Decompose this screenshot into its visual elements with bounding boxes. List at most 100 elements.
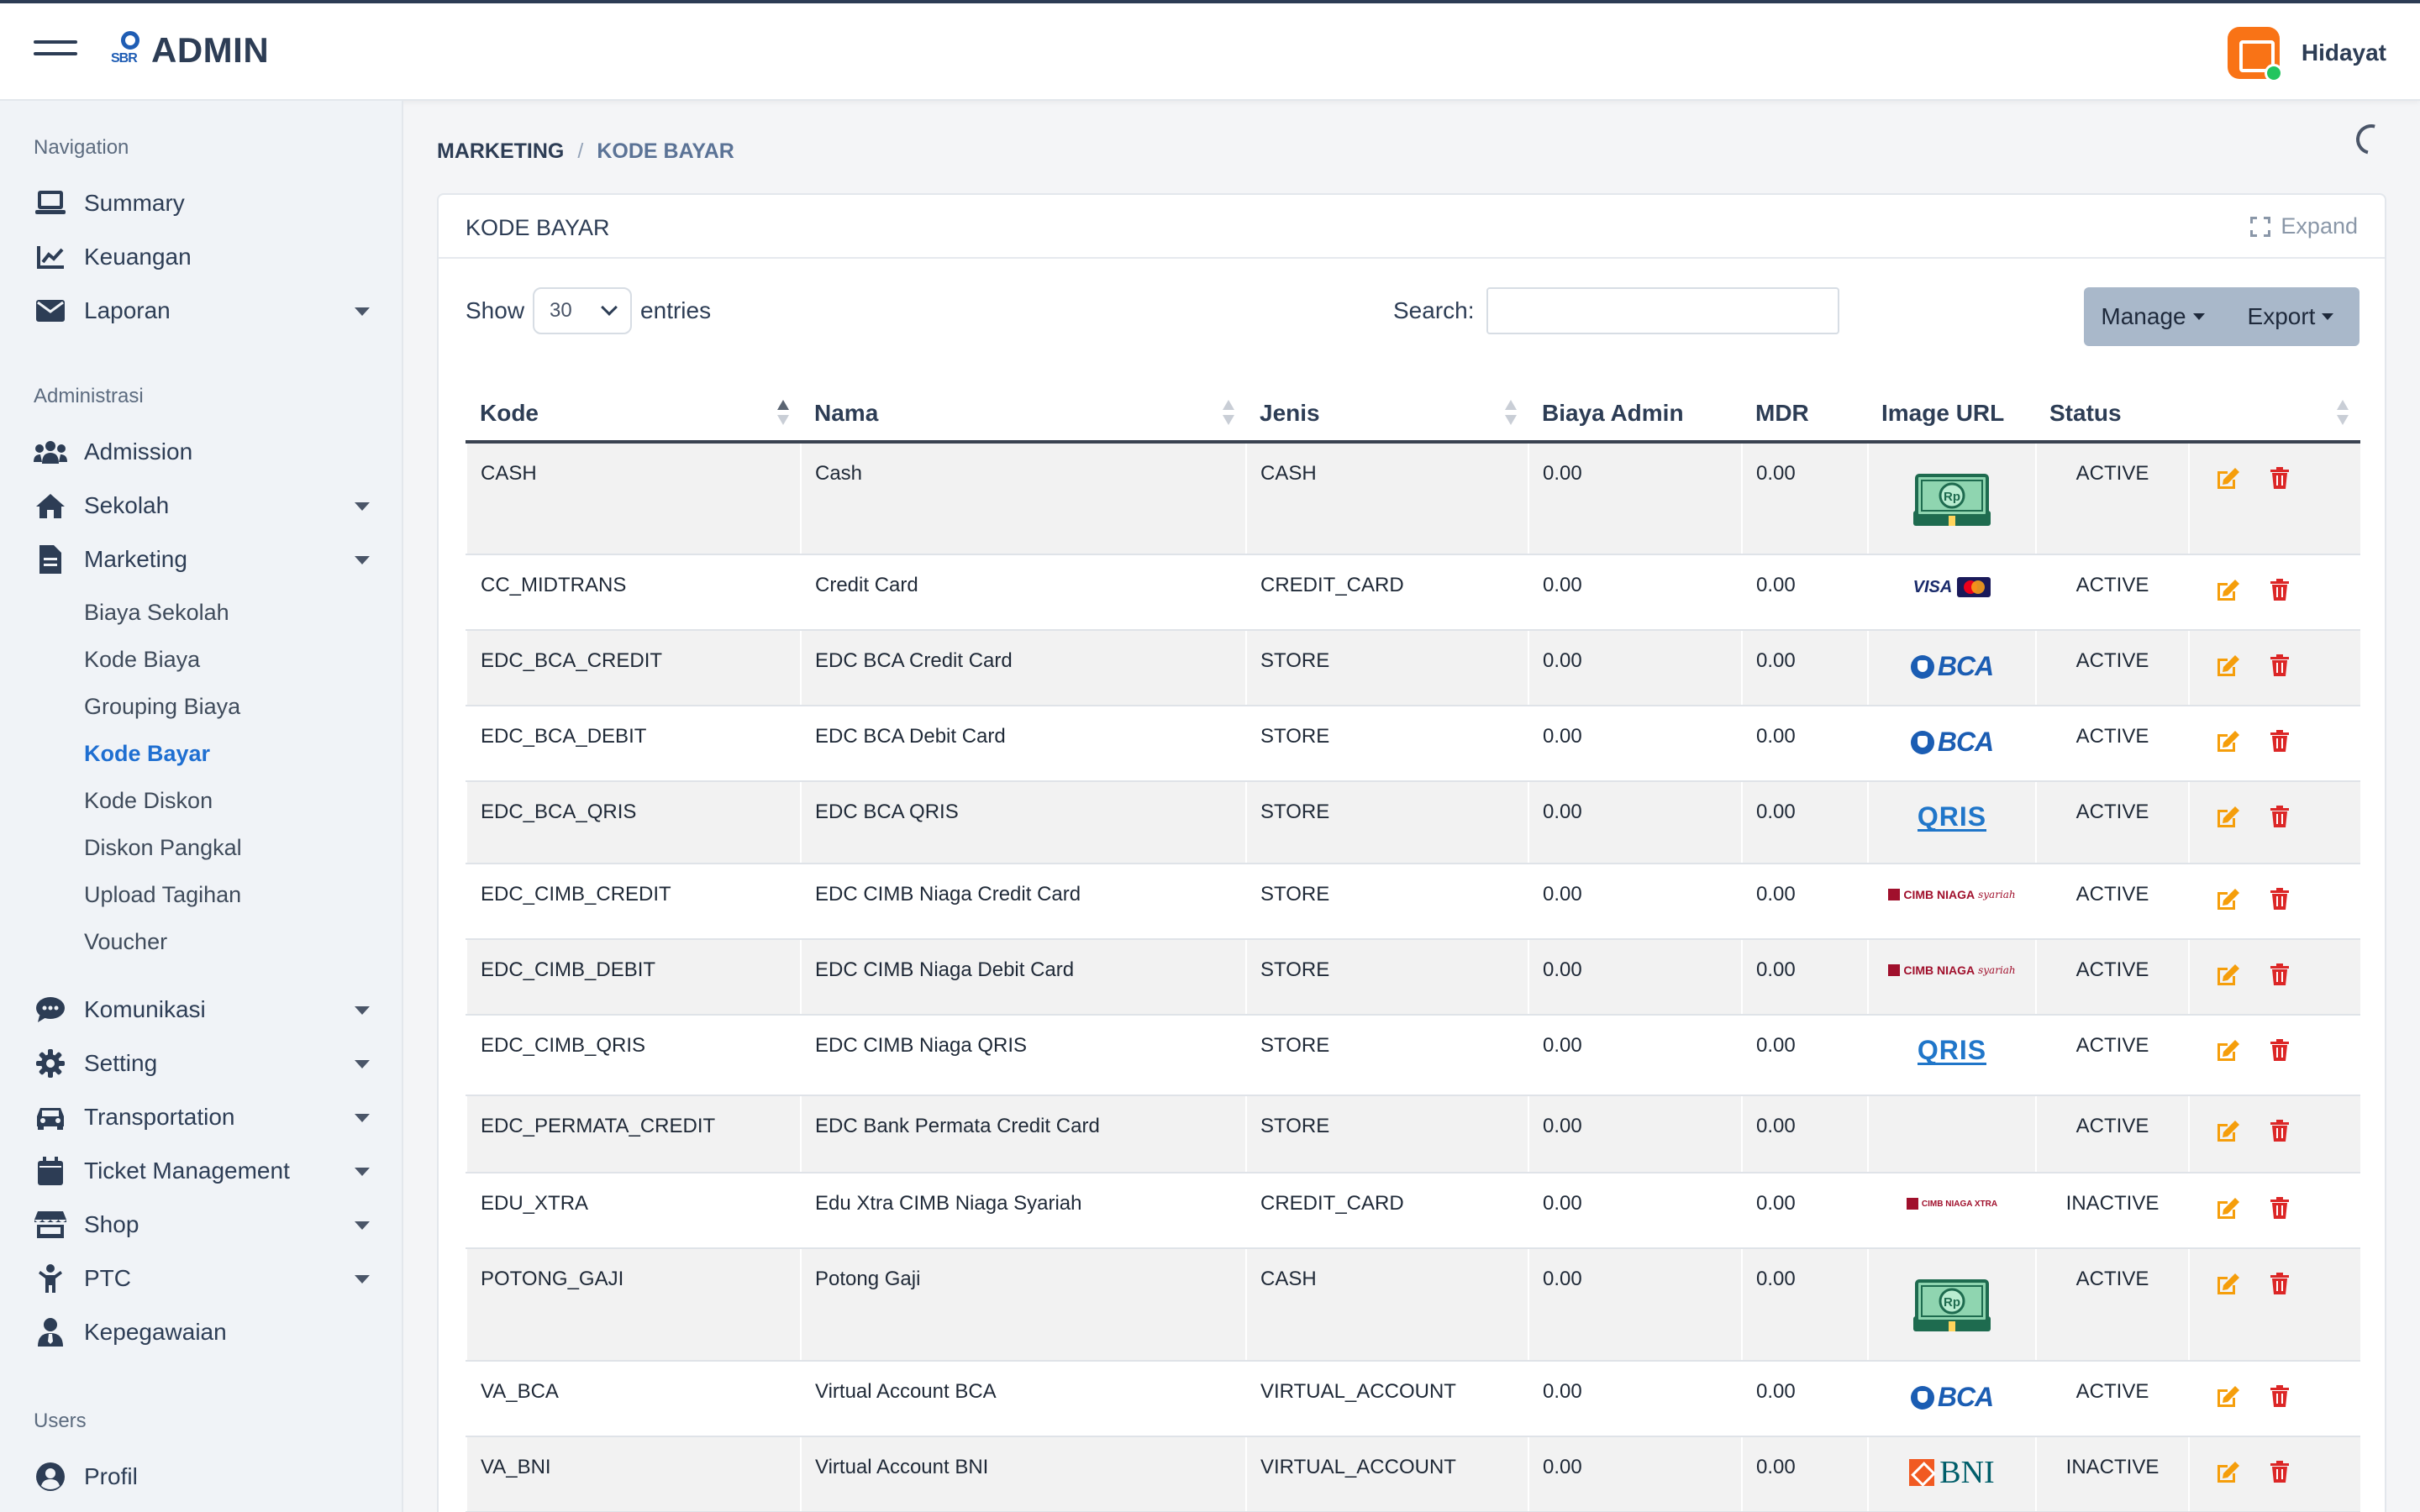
- column-header-nama[interactable]: Nama: [801, 386, 1246, 444]
- chevron-down-icon: [601, 299, 618, 316]
- delete-icon[interactable]: [2270, 1197, 2289, 1219]
- sidebar-subitem-grouping-biaya[interactable]: Grouping Biaya: [84, 694, 241, 719]
- cell-actions: [2188, 706, 2360, 782]
- table-row: VA_BNI Virtual Account BNI VIRTUAL_ACCOUNT…: [466, 1436, 2360, 1512]
- cell-kode: CASH: [466, 442, 801, 555]
- cell-kode: EDU_XTRA: [466, 1173, 801, 1249]
- delete-icon[interactable]: [2270, 1273, 2289, 1294]
- svg-text:Rp: Rp: [1944, 490, 1960, 504]
- sidebar-item-profil[interactable]: Profil: [34, 1457, 370, 1497]
- sidebar-item-admission[interactable]: Admission: [34, 432, 370, 472]
- search-control: Search:: [1393, 287, 1839, 334]
- sidebar-subitem-diskon-pangkal[interactable]: Diskon Pangkal: [84, 835, 242, 860]
- sidebar-subitem-kode-biaya[interactable]: Kode Biaya: [84, 647, 201, 672]
- column-header-jenis[interactable]: Jenis: [1246, 386, 1528, 444]
- delete-icon[interactable]: [2270, 1461, 2289, 1483]
- chevron-down-icon: [355, 1114, 370, 1122]
- delete-icon[interactable]: [2270, 1120, 2289, 1142]
- chevron-down-icon: [355, 1275, 370, 1284]
- app-logo[interactable]: SBR ADMIN: [111, 30, 269, 71]
- cell-mdr: 0.00: [1741, 1436, 1868, 1512]
- loading-spinner-icon: [2350, 118, 2392, 160]
- delete-icon[interactable]: [2270, 963, 2289, 985]
- calendar-icon: [34, 1154, 67, 1188]
- sidebar-item-summary[interactable]: Summary: [34, 183, 370, 223]
- manage-button[interactable]: Manage: [2084, 287, 2222, 346]
- edit-icon[interactable]: [2215, 1385, 2240, 1409]
- column-header-kode[interactable]: Kode: [466, 386, 801, 444]
- sidebar-item-ticket-management[interactable]: Ticket Management: [34, 1151, 370, 1191]
- sidebar-subitem-upload-tagihan[interactable]: Upload Tagihan: [84, 882, 242, 907]
- delete-icon[interactable]: [2270, 1385, 2289, 1407]
- edit-icon[interactable]: [2215, 1461, 2240, 1484]
- expand-button[interactable]: Expand: [2250, 213, 2358, 239]
- cell-nama: Edu Xtra CIMB Niaga Syariah: [800, 1173, 1246, 1249]
- avatar[interactable]: [2227, 27, 2283, 82]
- cell-image-url: CIMB NIAGA syariah: [1867, 864, 2036, 940]
- cell-image-url: CIMB NIAGA XTRA: [1867, 1173, 2036, 1249]
- cell-mdr: 0.00: [1741, 1173, 1868, 1249]
- edit-icon[interactable]: [2215, 806, 2240, 829]
- delete-icon[interactable]: [2270, 806, 2289, 827]
- column-header-actions[interactable]: [2189, 386, 2360, 444]
- sidebar-item-keuangan[interactable]: Keuangan: [34, 237, 370, 277]
- sidebar-item-sekolah[interactable]: Sekolah: [34, 486, 370, 526]
- kode-bayar-table: Kode Nama Jenis Biaya Admin MDR Image UR…: [466, 386, 2360, 1512]
- table-header-row: Kode Nama Jenis Biaya Admin MDR Image UR…: [466, 386, 2360, 444]
- cell-jenis: STORE: [1245, 1095, 1528, 1173]
- delete-icon[interactable]: [2270, 579, 2289, 601]
- sidebar-item-komunikasi[interactable]: Komunikasi: [34, 990, 370, 1030]
- delete-icon[interactable]: [2270, 1039, 2289, 1061]
- edit-icon[interactable]: [2215, 1273, 2240, 1296]
- logo-text: ADMIN: [151, 30, 270, 70]
- cell-biaya-admin: 0.00: [1528, 781, 1742, 864]
- cell-image-url: Rp: [1867, 1248, 2036, 1362]
- search-input[interactable]: [1486, 287, 1839, 334]
- user-name[interactable]: Hidayat: [2301, 39, 2386, 66]
- table-row: EDC_BCA_QRIS EDC BCA QRIS STORE 0.00 0.00 QRI…: [466, 781, 2360, 864]
- cell-kode: EDC_CIMB_CREDIT: [466, 864, 801, 940]
- edit-icon[interactable]: [2215, 1197, 2240, 1221]
- sidebar-item-transportation[interactable]: Transportation: [34, 1097, 370, 1137]
- sort-icon: [1505, 400, 1517, 427]
- edit-icon[interactable]: [2215, 888, 2240, 911]
- delete-icon[interactable]: [2270, 467, 2289, 489]
- sidebar-item-shop[interactable]: Shop: [34, 1205, 370, 1245]
- sidebar-subitem-voucher[interactable]: Voucher: [84, 929, 168, 954]
- edit-icon[interactable]: [2215, 1120, 2240, 1143]
- cell-kode: EDC_CIMB_DEBIT: [466, 939, 801, 1016]
- cell-jenis: CREDIT_CARD: [1245, 1173, 1528, 1249]
- card-header: KODE BAYAR Expand: [439, 195, 2385, 259]
- sidebar-subitem-biaya-sekolah[interactable]: Biaya Sekolah: [84, 600, 229, 625]
- delete-icon[interactable]: [2270, 888, 2289, 910]
- sidebar-item-kepegawaian[interactable]: Kepegawaian: [34, 1312, 370, 1352]
- table-row: EDC_CIMB_QRIS EDC CIMB Niaga QRIS STORE 0.0…: [466, 1015, 2360, 1096]
- sidebar-subitem-kode-bayar[interactable]: Kode Bayar: [84, 741, 211, 766]
- edit-icon[interactable]: [2215, 1039, 2240, 1063]
- edit-icon[interactable]: [2215, 579, 2240, 602]
- edit-icon[interactable]: [2215, 963, 2240, 987]
- edit-icon[interactable]: [2215, 730, 2240, 753]
- breadcrumb-parent[interactable]: MARKETING: [437, 139, 565, 163]
- sidebar-item-setting[interactable]: Setting: [34, 1043, 370, 1084]
- export-button[interactable]: Export: [2222, 287, 2360, 346]
- table-row: POTONG_GAJI Potong Gaji CASH 0.00 0.00 Rp ACTI…: [466, 1248, 2360, 1362]
- user-menu[interactable]: Hidayat: [2227, 27, 2386, 82]
- delete-icon[interactable]: [2270, 654, 2289, 676]
- cell-nama: Virtual Account BNI: [800, 1436, 1246, 1512]
- hamburger-menu-icon[interactable]: [34, 40, 77, 64]
- delete-icon[interactable]: [2270, 730, 2289, 752]
- edit-icon[interactable]: [2215, 654, 2240, 678]
- entries-select[interactable]: 30: [533, 287, 633, 334]
- sidebar-subitem-kode-diskon[interactable]: Kode Diskon: [84, 788, 213, 813]
- mastercard-icon: [1957, 577, 1991, 597]
- sidebar-item-laporan[interactable]: Laporan: [34, 291, 370, 331]
- sidebar-item-marketing[interactable]: Marketing: [34, 539, 370, 580]
- cell-jenis: STORE: [1245, 939, 1528, 1016]
- edit-icon[interactable]: [2215, 467, 2240, 491]
- cell-status: ACTIVE: [2035, 1095, 2189, 1173]
- cell-actions: [2188, 442, 2360, 555]
- chevron-down-icon: [355, 1060, 370, 1068]
- cell-status: ACTIVE: [2035, 1248, 2189, 1362]
- sidebar-item-ptc[interactable]: PTC: [34, 1258, 370, 1299]
